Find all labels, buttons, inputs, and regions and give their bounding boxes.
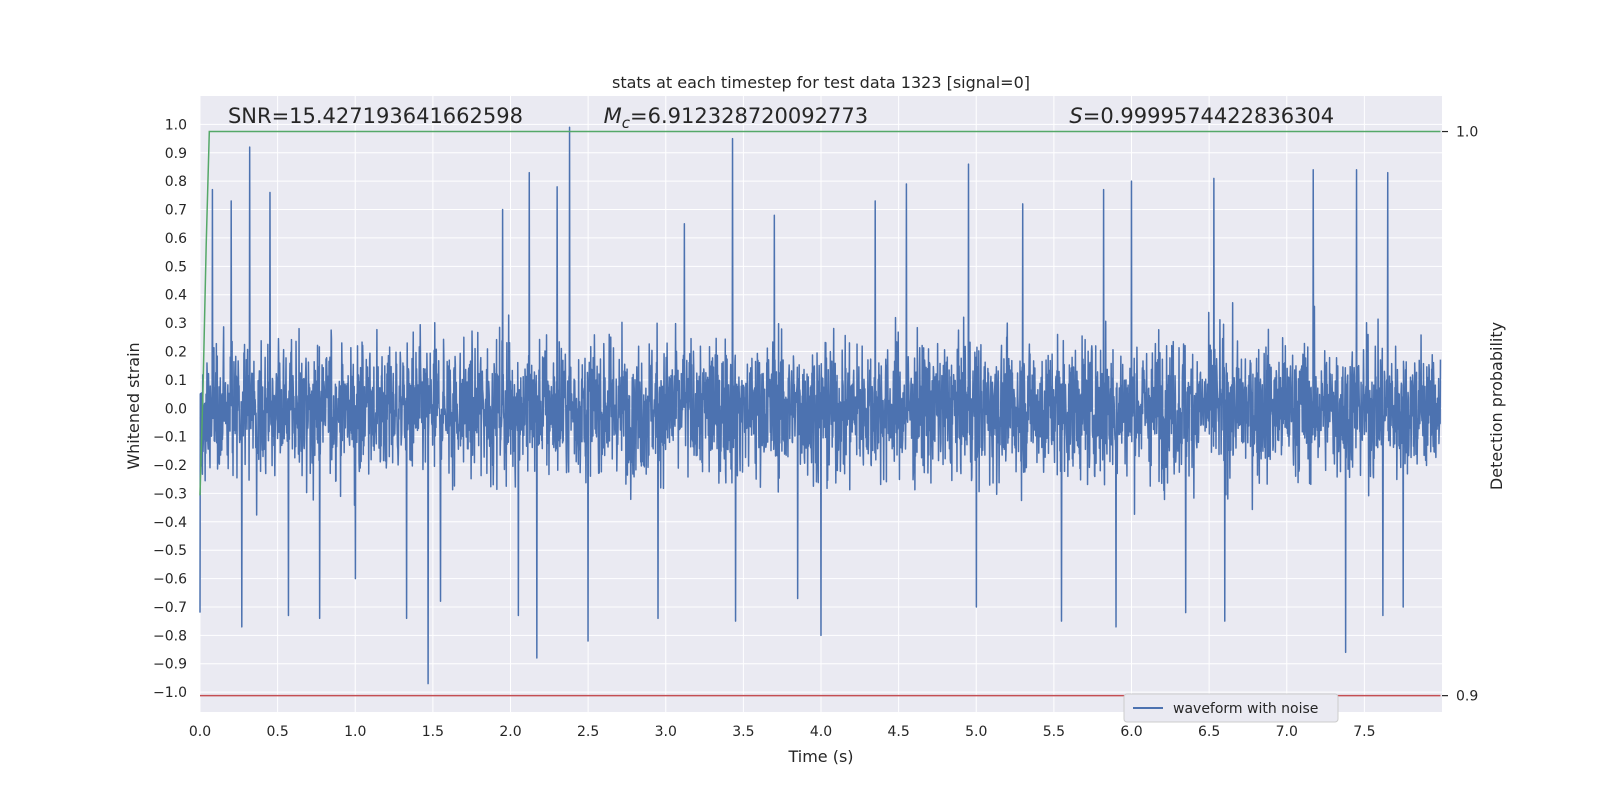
annotation-0: SNR=15.427193641662598 <box>228 104 523 128</box>
legend-box <box>1123 693 1339 723</box>
x-tick-label: 0.5 <box>266 724 288 740</box>
x-tick-label: 4.0 <box>810 724 832 740</box>
y2-axis-ticks: 1.0 0.9 <box>1442 125 1478 705</box>
x-tick-label: 1.0 <box>344 724 366 740</box>
y-tick-label: 0.8 <box>165 174 187 190</box>
x-axis-label: Time (s) <box>787 747 853 766</box>
y-tick-label: 0.9 <box>165 146 187 162</box>
chart-title: stats at each timestep for test data 132… <box>612 73 1030 92</box>
y-tick-label: 0.3 <box>165 316 187 332</box>
x-tick-label: 6.0 <box>1120 724 1142 740</box>
y-tick-label: −0.6 <box>153 572 187 588</box>
y-tick-label: 0.0 <box>165 401 187 417</box>
x-tick-label: 7.5 <box>1353 724 1375 740</box>
x-tick-label: 2.0 <box>499 724 521 740</box>
x-tick-label: 7.0 <box>1276 724 1298 740</box>
y-tick-label: 0.5 <box>165 259 187 275</box>
y-tick-label: −0.8 <box>153 628 187 644</box>
annotation-2: S=0.9999574422836304 <box>1069 104 1334 128</box>
y2-axis-label: Detection probability <box>1487 322 1506 490</box>
y-tick-label: −0.4 <box>153 515 187 531</box>
y-tick-label: 0.7 <box>165 203 187 219</box>
x-tick-label: 0.0 <box>189 724 211 740</box>
y-tick-label: 0.2 <box>165 344 187 360</box>
x-tick-label: 6.5 <box>1198 724 1220 740</box>
y-tick-label: −0.1 <box>153 430 187 446</box>
y-tick-label: 0.6 <box>165 231 187 247</box>
x-tick-label: 5.0 <box>965 724 987 740</box>
x-tick-label: 4.5 <box>887 724 909 740</box>
y-tick-label: 0.4 <box>165 288 187 304</box>
y-tick-label: −0.5 <box>153 543 187 559</box>
y-tick-label: −0.9 <box>153 657 187 673</box>
x-tick-label: 3.0 <box>655 724 677 740</box>
y-axis-label: Whitened strain <box>124 342 143 469</box>
y-tick-label: −0.2 <box>153 458 187 474</box>
y-tick-label: 1.0 <box>165 117 187 133</box>
series-waveform-with-noise <box>199 126 1442 685</box>
y-tick-label: −0.7 <box>153 600 187 616</box>
x-tick-label: 1.5 <box>422 724 444 740</box>
annotation-1: Mc=6.912328720092773 <box>604 104 868 132</box>
y2-tick-label: 1.0 <box>1456 125 1478 141</box>
x-tick-label: 5.5 <box>1043 724 1065 740</box>
x-tick-label: 3.5 <box>732 724 754 740</box>
y-tick-label: −1.0 <box>153 685 187 701</box>
y-tick-label: 0.1 <box>165 373 187 389</box>
y2-tick-label: 0.9 <box>1456 689 1478 705</box>
legend-label-waveform: waveform with noise <box>1173 701 1318 717</box>
series-detection-probability <box>199 130 1441 496</box>
y-tick-label: −0.3 <box>153 486 187 502</box>
legend: waveform with noise <box>1123 693 1339 723</box>
x-axis-ticks: 0.0 0.5 1.0 1.5 2.0 2.5 3.0 3.5 4.0 4.5 5.0 5.5 6.0 6… <box>189 724 1376 740</box>
annotations: SNR=15.427193641662598 Mc=6.9123287200927… <box>228 104 1334 132</box>
x-tick-label: 2.5 <box>577 724 599 740</box>
y-axis-ticks: 1.0 0.9 0.8 0.7 0.6 0.5 0.4 0.3 0.2 0.1 0.0 −0.1 −0.… <box>153 117 187 701</box>
